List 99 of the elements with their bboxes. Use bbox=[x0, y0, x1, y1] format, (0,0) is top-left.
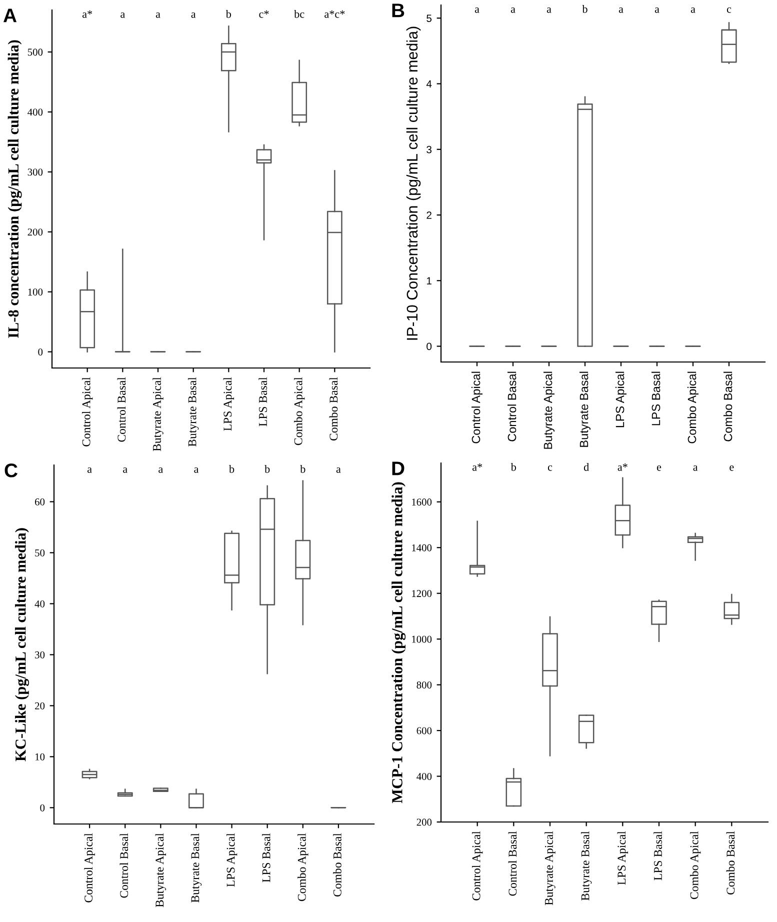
x-tick-label: Butyrate Apical bbox=[152, 377, 164, 452]
x-tick-label: Combo Basal bbox=[723, 372, 732, 442]
y-tick-label: 5 bbox=[426, 14, 432, 22]
annotation: a bbox=[690, 7, 696, 13]
y-tick-label: 1600 bbox=[412, 498, 432, 506]
x-tick-label: Control Basal bbox=[508, 831, 517, 896]
x-tick-label: Butyrate Basal bbox=[579, 372, 591, 447]
y-tick-label: 200 bbox=[28, 228, 43, 236]
y-tick-label: 4 bbox=[426, 80, 432, 88]
annotation: a*c* bbox=[324, 10, 345, 18]
annotation: bc bbox=[294, 10, 304, 18]
annotation: b bbox=[582, 5, 588, 13]
y-tick-label: 1 bbox=[426, 277, 432, 284]
y-tick-label: 400 bbox=[28, 108, 43, 116]
x-tick-label: Combo Basal bbox=[333, 833, 342, 896]
annotation: a bbox=[156, 12, 160, 18]
annotation: a bbox=[158, 467, 163, 473]
y-tick-label: 3 bbox=[426, 146, 432, 154]
annotation: a bbox=[474, 7, 480, 13]
annotation: a bbox=[546, 7, 552, 13]
chart-title: A bbox=[3, 8, 17, 22]
x-tick-label: Butyrate Apical bbox=[544, 831, 556, 906]
y-tick-label: 1400 bbox=[412, 544, 432, 552]
annotation: b bbox=[229, 465, 234, 473]
chart-title: C bbox=[4, 464, 18, 478]
y-tick-label: 400 bbox=[416, 772, 432, 780]
x-tick-label: Control Apical bbox=[82, 377, 93, 446]
y-tick-label: 1200 bbox=[412, 590, 432, 598]
y-tick-label: 300 bbox=[28, 168, 43, 176]
x-tick-label: Butyrate Apical bbox=[543, 372, 555, 449]
annotation: e bbox=[656, 465, 662, 471]
x-tick-label: Control Apical bbox=[472, 831, 483, 900]
y-tick-label: 500 bbox=[28, 48, 43, 56]
annotation: b bbox=[264, 465, 270, 473]
x-tick-label: Combo Apical bbox=[294, 377, 305, 446]
x-tick-label: Control Apical bbox=[471, 372, 483, 444]
chart-title: B bbox=[392, 4, 404, 18]
x-tick-label: Butyrate Basal bbox=[190, 833, 202, 903]
annotation: a bbox=[654, 7, 660, 13]
annotation: a bbox=[510, 7, 516, 13]
annotation: a bbox=[87, 467, 92, 473]
x-tick-label: Combo Apical bbox=[687, 372, 699, 444]
x-tick-label: Butyrate Basal bbox=[188, 377, 199, 447]
y-tick-label: 60 bbox=[35, 498, 45, 506]
annotation: b bbox=[300, 465, 306, 473]
annotation: a bbox=[120, 12, 125, 18]
y-tick-label: 10 bbox=[35, 753, 45, 760]
annotation: a* bbox=[82, 10, 92, 18]
y-tick-label: 0 bbox=[426, 342, 432, 350]
x-tick-label: LPS Basal bbox=[654, 831, 662, 880]
y-tick-label: 600 bbox=[416, 727, 432, 734]
x-tick-label: LPS Apical bbox=[617, 831, 628, 885]
annotation: c bbox=[726, 7, 732, 13]
x-tick-label: Combo Basal bbox=[329, 377, 338, 440]
y-axis-title: IL-8 concentration (pg/mL cell culture media) bbox=[8, 40, 22, 338]
y-axis-title: KC-Like (pg/mL cell culture media) bbox=[15, 528, 29, 762]
y-tick-label: 50 bbox=[35, 549, 45, 556]
annotation: c* bbox=[259, 10, 269, 18]
annotation: e bbox=[730, 465, 734, 471]
y-tick-label: 0 bbox=[38, 348, 43, 356]
x-tick-label: LPS Basal bbox=[262, 833, 270, 882]
annotation: a bbox=[194, 467, 199, 473]
y-tick-label: 40 bbox=[34, 600, 45, 608]
x-tick-label: LPS Apical bbox=[223, 377, 234, 431]
annotation: b bbox=[510, 463, 516, 471]
y-tick-label: 800 bbox=[416, 681, 432, 689]
x-tick-label: Combo Apical bbox=[690, 831, 701, 900]
y-tick-label: 20 bbox=[35, 702, 45, 710]
x-tick-label: Control Basal bbox=[117, 377, 126, 442]
annotation: a bbox=[336, 467, 341, 473]
y-tick-label: 200 bbox=[416, 818, 432, 826]
x-tick-label: Combo Basal bbox=[726, 831, 735, 894]
x-tick-label: LPS Apical bbox=[615, 372, 627, 428]
chart-title: D bbox=[392, 462, 404, 476]
annotation: b bbox=[226, 10, 232, 18]
annotation: a* bbox=[472, 463, 482, 471]
annotation: a* bbox=[618, 463, 628, 471]
x-tick-label: Combo Apical bbox=[298, 833, 308, 902]
y-tick-label: 100 bbox=[28, 288, 43, 296]
annotation: c bbox=[548, 465, 552, 471]
y-axis-title: MCP-1 Concentration (pg/mL cell culture media) bbox=[392, 482, 406, 804]
y-tick-label: 2 bbox=[426, 212, 432, 219]
annotation: a bbox=[191, 12, 196, 18]
x-tick-label: Control Basal bbox=[507, 372, 516, 442]
x-tick-label: LPS Basal bbox=[651, 372, 660, 426]
x-tick-label: Control Apical bbox=[84, 833, 95, 902]
annotation: a bbox=[693, 465, 698, 471]
y-axis-title: IP-10 Concentration (pg/mL cell culture media) bbox=[406, 26, 421, 340]
annotation: a bbox=[618, 7, 624, 13]
x-tick-label: LPS Basal bbox=[258, 377, 267, 426]
x-tick-label: Control Basal bbox=[120, 833, 128, 898]
x-tick-label: Butyrate Basal bbox=[580, 831, 592, 901]
y-tick-label: 1000 bbox=[412, 636, 432, 643]
y-tick-label: 0 bbox=[40, 804, 45, 812]
annotation: d bbox=[584, 463, 589, 471]
x-tick-label: LPS Apical bbox=[226, 833, 238, 887]
y-tick-label: 30 bbox=[35, 651, 45, 658]
x-tick-label: Butyrate Apical bbox=[155, 833, 166, 908]
annotation: a bbox=[123, 467, 128, 473]
